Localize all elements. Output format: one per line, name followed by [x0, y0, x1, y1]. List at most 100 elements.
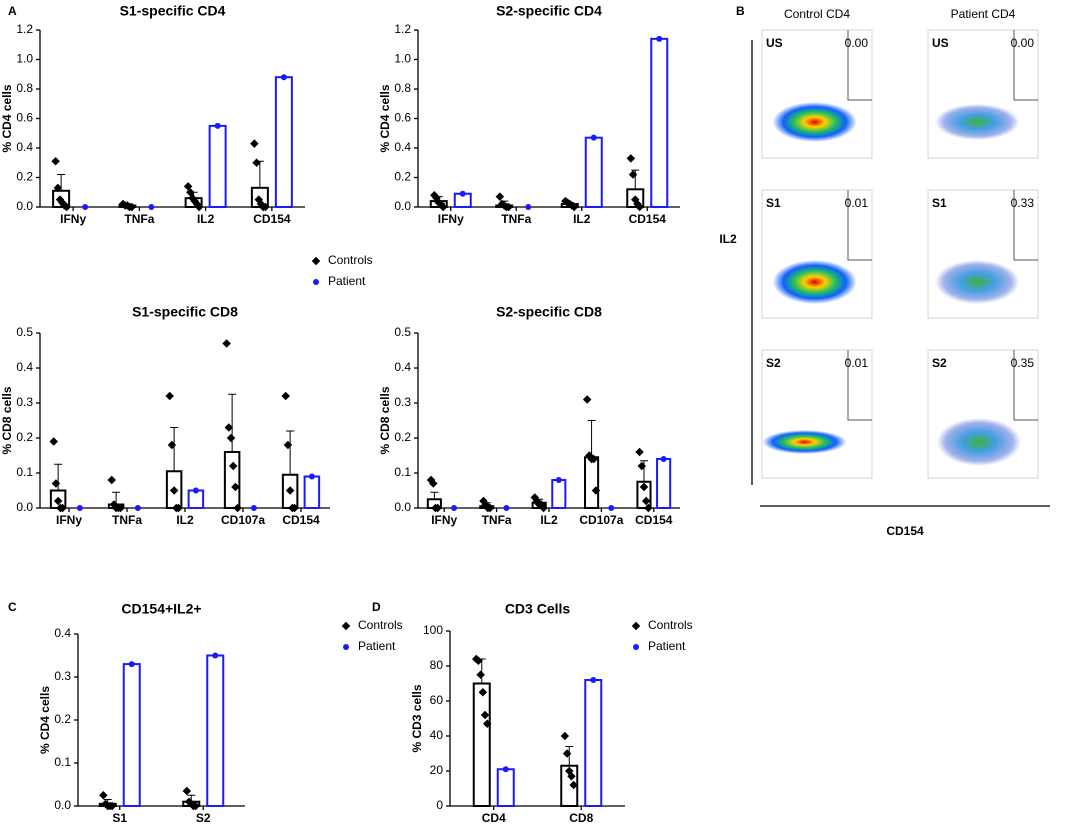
patient-point	[308, 473, 315, 480]
patient-point	[656, 35, 663, 42]
control-point	[285, 486, 295, 495]
y-tick-label: 0.4	[54, 626, 71, 640]
patient-point	[250, 505, 257, 511]
y-tick-label: 0.3	[16, 395, 33, 409]
y-tick-label: 0.5	[16, 325, 33, 339]
patient-point	[76, 505, 83, 511]
chart-title: S2-specific CD8	[496, 304, 602, 320]
chart-title: CD154+IL2+	[121, 601, 201, 617]
patient-bar	[206, 654, 225, 807]
patient-point	[459, 190, 466, 197]
control-point	[167, 440, 177, 450]
y-tick-label: 100	[423, 623, 443, 637]
legend-label: Patient	[328, 274, 366, 288]
x-tick-label: IFNy	[431, 513, 457, 527]
control-point	[429, 479, 438, 488]
legend-label: Patient	[358, 639, 396, 653]
x-tick-label: IL2	[540, 513, 558, 527]
control-point	[58, 503, 67, 513]
y-tick-label: 0.6	[394, 111, 411, 125]
stim-label: S1	[766, 196, 781, 210]
x-tick-label: CD107a	[579, 513, 623, 527]
x-tick-label: TNFa	[112, 513, 142, 527]
y-tick-label: 0.0	[16, 500, 33, 514]
x-tick-label: IL2	[176, 513, 194, 527]
flow-x-label: CD154	[886, 524, 924, 538]
stim-label: US	[932, 36, 949, 50]
control-point	[639, 482, 649, 492]
y-tick-label: 0.8	[16, 81, 33, 95]
stim-label: US	[766, 36, 783, 50]
control-point	[231, 482, 240, 492]
error-bar	[587, 420, 596, 458]
y-tick-label: 0	[436, 798, 443, 812]
control-point	[504, 202, 513, 212]
y-tick-label: 0.3	[54, 669, 71, 683]
y-tick-label: 0.4	[16, 360, 33, 374]
y-tick-label: 0.1	[54, 755, 71, 769]
panel-label: A	[8, 4, 17, 18]
x-tick-label: CD154	[629, 212, 667, 226]
y-tick-label: 1.0	[394, 52, 411, 66]
error-bar	[286, 430, 295, 475]
control-point	[433, 503, 442, 513]
error-bar	[228, 393, 237, 452]
y-tick-label: 20	[430, 763, 444, 777]
y-tick-label: 0.4	[394, 360, 411, 374]
flow-y-label: IL2	[719, 232, 737, 246]
legend-label: Controls	[358, 618, 403, 632]
y-axis-label: % CD3 cells	[410, 684, 424, 752]
patient-point	[214, 122, 221, 129]
gate	[1013, 30, 1038, 101]
column-label: Control CD4	[784, 7, 850, 21]
chart-title: S1-specific CD8	[132, 304, 238, 320]
control-point	[478, 688, 488, 697]
y-tick-label: 1.2	[16, 22, 33, 36]
control-point	[641, 496, 651, 506]
control-point	[194, 202, 204, 212]
control-point	[53, 496, 63, 506]
control-point	[476, 670, 485, 679]
patient-bar	[303, 475, 321, 509]
chart-title: S2-specific CD4	[496, 3, 602, 19]
y-tick-label: 0.1	[394, 465, 411, 479]
density-cloud	[935, 260, 1020, 304]
legend-label: Patient	[648, 639, 686, 653]
patient-point	[128, 661, 135, 668]
y-tick-label: 0.3	[394, 395, 411, 409]
y-tick-label: 0.2	[16, 430, 33, 444]
control-point	[637, 461, 647, 471]
patient-point	[555, 477, 562, 483]
patient-point	[82, 204, 89, 210]
density-cloud	[772, 102, 857, 142]
control-point	[635, 447, 644, 457]
y-axis-label: % CD8 cells	[378, 386, 392, 454]
patient-point	[525, 204, 532, 210]
gate	[847, 30, 872, 101]
x-tick-label: CD4	[482, 811, 506, 825]
control-point	[116, 503, 125, 513]
y-tick-label: 0.2	[394, 430, 411, 444]
control-point	[438, 202, 448, 212]
y-tick-label: 0.2	[394, 170, 411, 184]
control-point	[483, 719, 492, 728]
control-point	[582, 395, 592, 404]
density-cloud	[937, 418, 1021, 466]
legend-marker	[633, 644, 639, 650]
x-tick-label: CD8	[569, 811, 593, 825]
x-tick-label: TNFa	[124, 212, 154, 226]
control-point	[283, 440, 293, 450]
control-point	[107, 475, 116, 485]
patient-bar	[122, 663, 141, 807]
y-tick-label: 0.1	[16, 465, 33, 479]
control-point	[51, 479, 61, 488]
control-point	[222, 339, 231, 348]
y-tick-label: 0.2	[16, 170, 33, 184]
panel-label: C	[8, 600, 17, 614]
gate-value: 0.01	[845, 356, 869, 370]
patient-bar	[496, 768, 515, 807]
gate-value: 0.00	[1011, 36, 1035, 50]
patient-bar	[656, 458, 672, 509]
control-point	[480, 710, 490, 720]
